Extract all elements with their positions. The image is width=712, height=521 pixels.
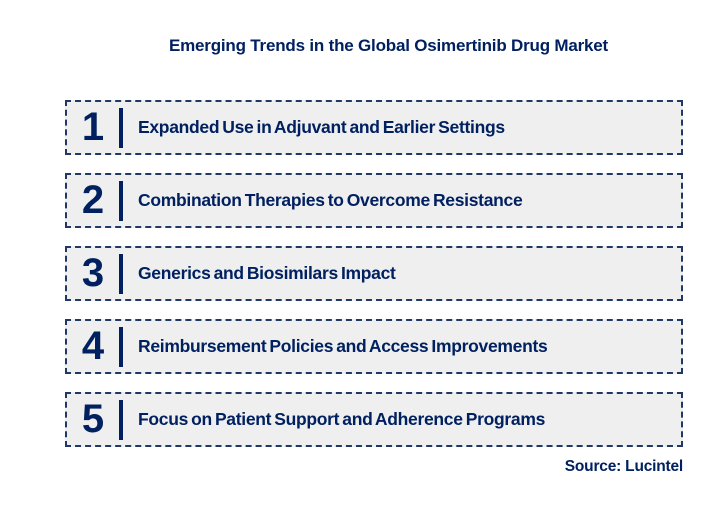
trend-number: 1 <box>81 104 105 149</box>
page-title: Emerging Trends in the Global Osimertini… <box>168 36 609 55</box>
divider-bar <box>119 253 123 294</box>
trend-row-2: 2 Combination Therapies to Overcome Resi… <box>65 173 683 228</box>
trend-label: Expanded Use in Adjuvant and Earlier Set… <box>138 117 505 137</box>
trend-row-1: 1 Expanded Use in Adjuvant and Earlier S… <box>65 100 683 155</box>
trend-number: 3 <box>81 250 105 295</box>
trend-label: Generics and Biosimilars Impact <box>138 263 396 283</box>
trend-label: Reimbursement Policies and Access Improv… <box>138 336 548 356</box>
trend-list: 1 Expanded Use in Adjuvant and Earlier S… <box>65 100 683 465</box>
trend-row-4: 4 Reimbursement Policies and Access Impr… <box>65 319 683 374</box>
source-credit: Source: Lucintel <box>564 458 683 475</box>
trend-row-3: 3 Generics and Biosimilars Impact <box>65 246 683 301</box>
divider-bar <box>119 180 123 221</box>
trend-number: 5 <box>81 396 105 441</box>
trend-label: Focus on Patient Support and Adherence P… <box>138 409 546 429</box>
trend-number: 2 <box>81 177 105 222</box>
divider-bar <box>119 326 123 367</box>
trend-label: Combination Therapies to Overcome Resist… <box>138 190 523 210</box>
trend-row-5: 5 Focus on Patient Support and Adherence… <box>65 392 683 447</box>
trend-number: 4 <box>81 323 105 368</box>
divider-bar <box>119 107 123 148</box>
divider-bar <box>119 399 123 440</box>
